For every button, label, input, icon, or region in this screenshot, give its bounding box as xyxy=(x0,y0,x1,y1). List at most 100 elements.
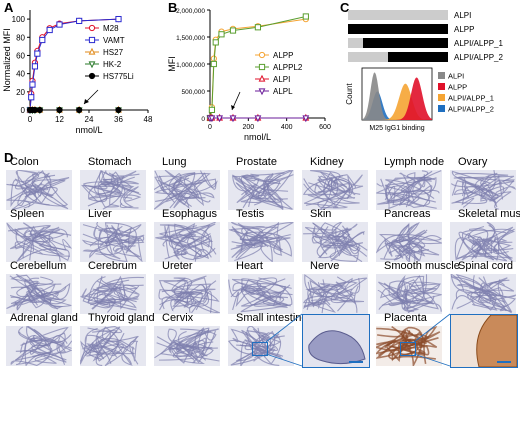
x-axis-label: nmol/L xyxy=(244,132,271,142)
tissue-texture xyxy=(228,326,285,366)
tissue-fiber xyxy=(451,175,497,204)
tissue-fiber xyxy=(455,274,513,312)
tissue-label: Lymph node xyxy=(384,156,445,168)
y-tick-label: 80 xyxy=(16,33,25,42)
tissue-texture xyxy=(6,170,70,210)
tissue-texture xyxy=(80,170,142,210)
tissue-texture xyxy=(154,170,218,210)
data-point xyxy=(76,17,83,25)
y-tick-label: 60 xyxy=(16,51,25,60)
legend-marker xyxy=(258,74,266,82)
tissue-image xyxy=(450,170,516,210)
data-point xyxy=(229,115,237,123)
tissue-fiber xyxy=(6,179,66,210)
tissue-fiber xyxy=(302,174,348,200)
tissue-fiber xyxy=(451,170,491,199)
tissue-label: Cerebellum xyxy=(10,260,67,272)
tissue-texture xyxy=(81,222,145,262)
construct-bar-segment xyxy=(348,24,448,34)
tissue-label: Esophagus xyxy=(162,208,218,220)
tissue-fiber xyxy=(470,276,508,304)
tissue-fiber xyxy=(398,224,425,262)
data-point xyxy=(56,106,63,114)
tissue-label: Skeletal muscle xyxy=(458,208,520,220)
tissue-fiber xyxy=(396,275,425,312)
legend-label: ALPL xyxy=(273,87,293,96)
tissue-fiber xyxy=(102,171,123,210)
tissue-label: Adrenal gland xyxy=(10,312,78,324)
legend-label: HS775Li xyxy=(103,72,134,81)
tissue-image xyxy=(154,326,220,366)
tissue-image xyxy=(80,326,146,366)
tissue-fiber xyxy=(383,236,426,259)
chart-c: ALPI ALPP ALPI/ALPP_1 ALPI/ALPP_2 Count M25 I… xyxy=(345,10,503,132)
tissue-fiber xyxy=(236,327,269,362)
tissue-fiber xyxy=(18,326,67,366)
tissue-image xyxy=(228,222,294,262)
x-tick-label: 0 xyxy=(28,115,33,124)
tissue-fiber xyxy=(166,234,213,260)
tissue-texture xyxy=(10,326,72,366)
tissue-label: Stomach xyxy=(88,156,132,168)
tissue-texture xyxy=(303,222,368,262)
tissue-fiber xyxy=(240,277,293,313)
tissue-image xyxy=(6,326,72,366)
tissue-fiber xyxy=(15,274,62,310)
x-tick-label: 200 xyxy=(242,124,254,131)
legend-label: ALPI/ALPP_2 xyxy=(448,105,494,114)
tissue-grid: Colon Stomach Lung Prostate Kidney Lymph node… xyxy=(0,150,520,430)
legend-marker xyxy=(88,36,96,44)
tissue-fiber xyxy=(312,222,365,262)
tissue-texture xyxy=(155,222,217,262)
tissue-label: Thyroid gland xyxy=(88,312,155,324)
tissue-fiber xyxy=(92,280,138,303)
legend-marker xyxy=(88,24,96,32)
data-point xyxy=(229,27,237,34)
tissue-fiber xyxy=(176,328,217,348)
tissue-fiber xyxy=(159,223,216,259)
tissue-texture xyxy=(454,222,516,262)
histogram-ALPP xyxy=(362,77,432,120)
construct-label: ALPI/ALPP_2 xyxy=(454,53,503,62)
x-tick-label: 48 xyxy=(144,115,153,124)
x-tick-label: 0 xyxy=(208,124,212,131)
tissue-texture xyxy=(229,222,294,262)
data-point xyxy=(56,21,63,28)
zoom-inset xyxy=(302,314,370,368)
tissue-label: Small intestine xyxy=(236,312,308,324)
tissue-image xyxy=(228,170,294,210)
tissue-fiber xyxy=(378,281,441,307)
data-point xyxy=(210,60,217,68)
tissue-fiber xyxy=(476,236,497,257)
tissue-fiber xyxy=(312,226,364,252)
data-point xyxy=(115,106,122,114)
x-tick-label: 36 xyxy=(114,115,123,124)
tissue-fiber xyxy=(231,233,277,259)
data-point xyxy=(254,115,262,123)
tissue-label: Colon xyxy=(10,156,39,168)
tissue-fiber xyxy=(383,274,428,309)
tissue-label: Liver xyxy=(88,208,112,220)
y-tick-label: 20 xyxy=(16,88,25,97)
panel-label-a: A xyxy=(4,0,14,15)
y-tick-label: 0 xyxy=(201,116,205,123)
y-tick-label: 1,500,000 xyxy=(176,35,205,42)
x-tick-label: 600 xyxy=(319,124,331,131)
tissue-fiber xyxy=(87,276,140,304)
tissue-fiber xyxy=(234,170,294,210)
tissue-label: Pancreas xyxy=(384,208,431,220)
tissue-label: Prostate xyxy=(236,156,277,168)
tissue-fiber xyxy=(93,337,139,365)
tissue-fiber xyxy=(457,238,513,261)
tissue-fiber xyxy=(304,226,363,262)
tissue-fiber xyxy=(80,326,122,365)
tissue-fiber xyxy=(168,328,219,364)
tissue-fiber xyxy=(154,170,211,207)
tissue-fiber xyxy=(314,178,354,208)
tissue-label: Cerebrum xyxy=(88,260,137,272)
tissue-label: Kidney xyxy=(310,156,344,168)
tissue-image xyxy=(6,274,72,314)
tissue-fiber xyxy=(164,224,211,259)
y-axis-label: Normalized MFI xyxy=(2,28,12,92)
legend-label: ALPPL2 xyxy=(273,63,303,72)
